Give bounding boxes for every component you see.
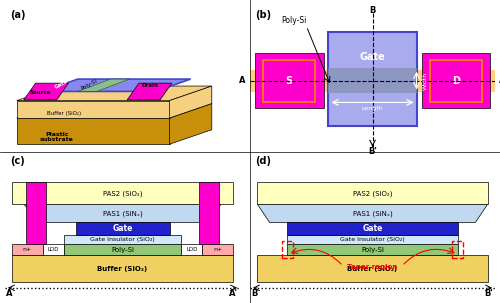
Text: B: B <box>370 6 376 15</box>
Bar <box>287 222 458 235</box>
Text: Poly-Si: Poly-Si <box>80 78 98 92</box>
Text: B: B <box>251 289 258 298</box>
Bar <box>199 182 219 244</box>
Text: Gate Insulator (SiO₂): Gate Insulator (SiO₂) <box>340 237 405 242</box>
Bar <box>12 244 42 255</box>
Text: (d): (d) <box>255 156 271 166</box>
Bar <box>64 235 181 244</box>
Bar <box>250 70 495 92</box>
Text: Length: Length <box>362 106 384 111</box>
Polygon shape <box>17 86 212 101</box>
Polygon shape <box>127 83 172 100</box>
Text: Buffer (SiO₂): Buffer (SiO₂) <box>348 266 398 272</box>
Text: Gate: Gate <box>362 224 382 233</box>
Text: Gate: Gate <box>54 79 69 90</box>
Text: (b): (b) <box>255 10 271 20</box>
Bar <box>282 241 293 258</box>
Polygon shape <box>170 86 212 118</box>
Bar <box>452 241 463 258</box>
Text: Poly-Si: Poly-Si <box>111 247 134 253</box>
Bar <box>42 244 64 255</box>
Text: S: S <box>33 173 39 182</box>
Text: PAS1 (SiNₓ): PAS1 (SiNₓ) <box>352 210 393 217</box>
Text: Gate: Gate <box>360 52 386 62</box>
Polygon shape <box>42 79 190 92</box>
Bar <box>430 60 482 102</box>
Polygon shape <box>170 104 212 144</box>
Bar <box>422 53 490 108</box>
Text: B': B' <box>368 147 377 156</box>
Polygon shape <box>258 182 488 204</box>
Text: D: D <box>452 75 460 86</box>
Text: A: A <box>240 76 246 85</box>
Text: Gate: Gate <box>112 224 132 233</box>
Text: LDD: LDD <box>48 247 59 252</box>
Bar <box>202 244 233 255</box>
Text: Poly-Si: Poly-Si <box>361 247 384 253</box>
Text: (a): (a) <box>10 10 25 20</box>
Text: n+: n+ <box>213 247 222 252</box>
Bar <box>26 182 46 244</box>
Text: Poly-Si: Poly-Si <box>282 16 307 25</box>
Text: n+: n+ <box>22 247 32 252</box>
Text: D: D <box>206 173 212 182</box>
Bar <box>328 68 416 93</box>
Bar <box>12 255 233 282</box>
Bar <box>76 222 170 235</box>
Text: A': A' <box>499 76 500 85</box>
Bar <box>17 101 170 118</box>
Polygon shape <box>258 204 488 222</box>
Bar <box>17 118 170 144</box>
Text: Gate Insulator (SiO₂): Gate Insulator (SiO₂) <box>90 237 155 242</box>
Polygon shape <box>24 204 221 222</box>
Polygon shape <box>78 79 130 92</box>
Text: A: A <box>6 289 12 298</box>
Polygon shape <box>24 83 68 100</box>
Text: Plastic
substrate: Plastic substrate <box>40 132 74 142</box>
Text: PAS1 (SiNₓ): PAS1 (SiNₓ) <box>102 210 142 217</box>
Text: Taper region: Taper region <box>348 264 398 270</box>
Bar <box>287 235 458 244</box>
Bar <box>258 255 488 282</box>
Text: B': B' <box>484 289 493 298</box>
Text: (c): (c) <box>10 156 24 166</box>
Text: PAS2 (SiO₂): PAS2 (SiO₂) <box>353 190 392 197</box>
Polygon shape <box>17 104 212 118</box>
Bar <box>181 244 203 255</box>
Text: Buffer (SiO₂): Buffer (SiO₂) <box>46 111 81 116</box>
Text: S: S <box>286 75 293 86</box>
Text: Width: Width <box>422 72 428 90</box>
Bar <box>64 244 181 255</box>
Bar <box>255 53 324 108</box>
Text: A': A' <box>230 289 238 298</box>
Text: Source: Source <box>30 90 51 95</box>
Bar <box>328 32 416 126</box>
Polygon shape <box>12 182 233 204</box>
Text: LDD: LDD <box>186 247 198 252</box>
Bar <box>264 60 315 102</box>
Text: Buffer (SiO₂): Buffer (SiO₂) <box>98 266 148 272</box>
Bar <box>287 244 458 255</box>
Text: Drain: Drain <box>141 83 158 88</box>
Text: PAS2 (SiO₂): PAS2 (SiO₂) <box>103 190 142 197</box>
